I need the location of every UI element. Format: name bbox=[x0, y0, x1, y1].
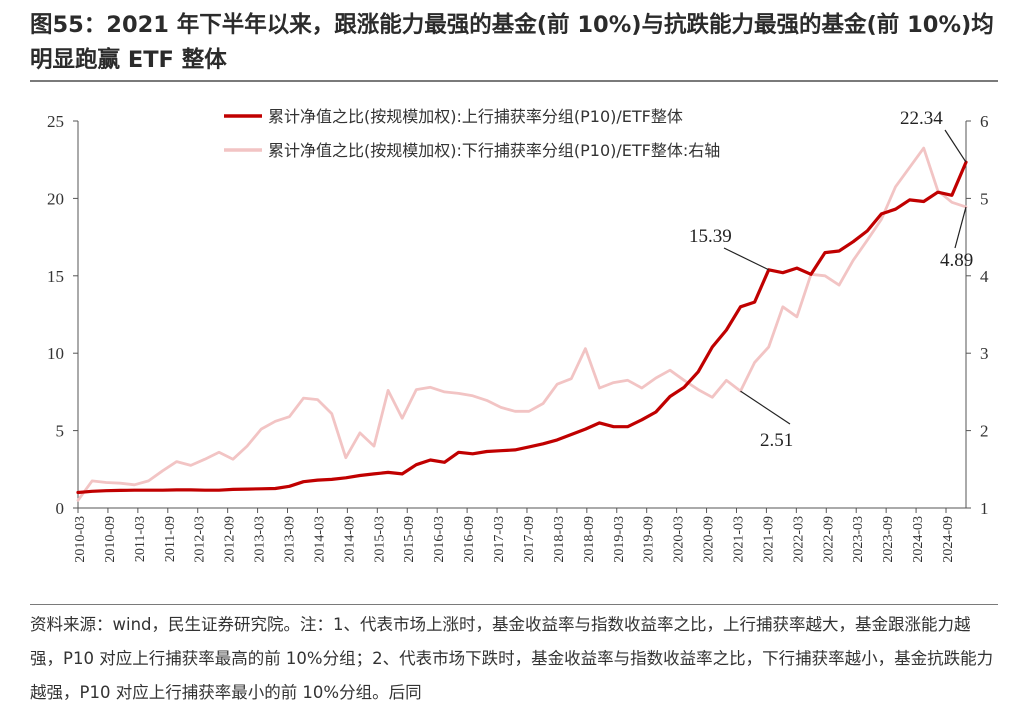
annotations: 22.34 15.39 4.89 2.51 bbox=[689, 108, 973, 451]
annotation-label: 2.51 bbox=[760, 430, 793, 451]
y-right-tick-label: 4 bbox=[980, 267, 989, 286]
legend-label: 累计净值之比(按规模加权):下行捕获率分组(P10)/ETF整体:右轴 bbox=[268, 141, 720, 160]
x-tick-label: 2012-09 bbox=[223, 516, 238, 563]
x-tick-label: 2020-03 bbox=[672, 516, 687, 563]
series-line-downside-capture bbox=[76, 146, 968, 502]
y-right-tick-label: 2 bbox=[980, 422, 989, 441]
x-tick-label: 2014-03 bbox=[312, 516, 327, 563]
x-tick-label: 2017-09 bbox=[522, 516, 537, 563]
figure-title: 图55：2021 年下半年以来，跟涨能力最强的基金(前 10%)与抗跌能力最强的… bbox=[30, 12, 994, 73]
annotation-leader-line bbox=[723, 247, 769, 271]
x-tick-label: 2021-03 bbox=[731, 516, 746, 563]
legend: 累计净值之比(按规模加权):上行捕获率分组(P10)/ETF整体累计净值之比(按… bbox=[224, 107, 720, 160]
x-tick-label: 2010-03 bbox=[73, 516, 88, 563]
x-tick-label: 2016-03 bbox=[432, 516, 447, 563]
annotation-label: 15.39 bbox=[689, 226, 732, 247]
x-tick-label: 2023-03 bbox=[851, 516, 866, 563]
annotation-leader-line bbox=[740, 390, 791, 425]
x-tick-label: 2016-09 bbox=[462, 516, 477, 563]
series-line-upside-capture bbox=[76, 160, 968, 495]
y-left-tick-label: 25 bbox=[47, 112, 64, 131]
x-tick-label: 2022-03 bbox=[791, 516, 806, 563]
x-tick-label: 2014-09 bbox=[342, 516, 357, 563]
x-tick-label: 2024-03 bbox=[911, 516, 926, 563]
x-tick-label: 2021-09 bbox=[761, 516, 776, 563]
annotation-label: 4.89 bbox=[940, 250, 973, 271]
annotation-leader-line bbox=[954, 206, 967, 249]
y-left-tick-label: 15 bbox=[47, 267, 64, 286]
x-tick-label: 2011-03 bbox=[133, 516, 148, 562]
x-tick-label: 2018-03 bbox=[552, 516, 567, 563]
x-tick-label: 2010-09 bbox=[103, 516, 118, 563]
source-note: 资料来源：wind，民生证券研究院。注：1、代表市场上涨时，基金收益率与指数收益… bbox=[30, 615, 994, 702]
y-right-tick-label: 1 bbox=[980, 499, 989, 518]
x-tick-label: 2018-09 bbox=[582, 516, 597, 563]
y-right-tick-label: 5 bbox=[980, 189, 989, 208]
title-divider bbox=[30, 80, 998, 82]
y-left-tick-label: 0 bbox=[56, 499, 65, 518]
annotation-leader-line bbox=[944, 129, 967, 163]
x-tick-label: 2019-09 bbox=[642, 516, 657, 563]
x-tick-label: 2022-09 bbox=[821, 516, 836, 563]
x-tick-label: 2013-09 bbox=[283, 516, 298, 563]
x-tick-label: 2015-09 bbox=[402, 516, 417, 563]
x-tick-label: 2013-03 bbox=[253, 516, 268, 563]
y-left-tick-label: 10 bbox=[47, 344, 64, 363]
x-tick-label: 2011-09 bbox=[163, 516, 178, 562]
y-right-tick-label: 3 bbox=[980, 344, 989, 363]
x-tick-label: 2024-09 bbox=[941, 516, 956, 563]
legend-label: 累计净值之比(按规模加权):上行捕获率分组(P10)/ETF整体 bbox=[268, 107, 683, 126]
axes: 0 5 10 15 20 25 1 2 3 4 5 6 2010-03 2010-09 2011-03 201… bbox=[47, 112, 989, 563]
series-lines bbox=[76, 146, 968, 502]
x-tick-label: 2017-03 bbox=[492, 516, 507, 563]
x-tick-label: 2015-03 bbox=[372, 516, 387, 563]
annotation-label: 22.34 bbox=[900, 108, 943, 129]
plot-frame bbox=[77, 121, 967, 509]
x-tick-label: 2019-03 bbox=[612, 516, 627, 563]
y-right-tick-label: 6 bbox=[980, 112, 989, 131]
x-tick-label: 2023-09 bbox=[881, 516, 896, 563]
x-tick-label: 2020-09 bbox=[702, 516, 717, 563]
footer-divider bbox=[30, 604, 998, 605]
y-left-tick-label: 20 bbox=[47, 189, 64, 208]
line-chart: 0 5 10 15 20 25 1 2 3 4 5 6 2010-03 2010-09 2011-03 201… bbox=[47, 107, 989, 563]
y-left-tick-label: 5 bbox=[56, 422, 65, 441]
x-tick-label: 2012-03 bbox=[193, 516, 208, 563]
